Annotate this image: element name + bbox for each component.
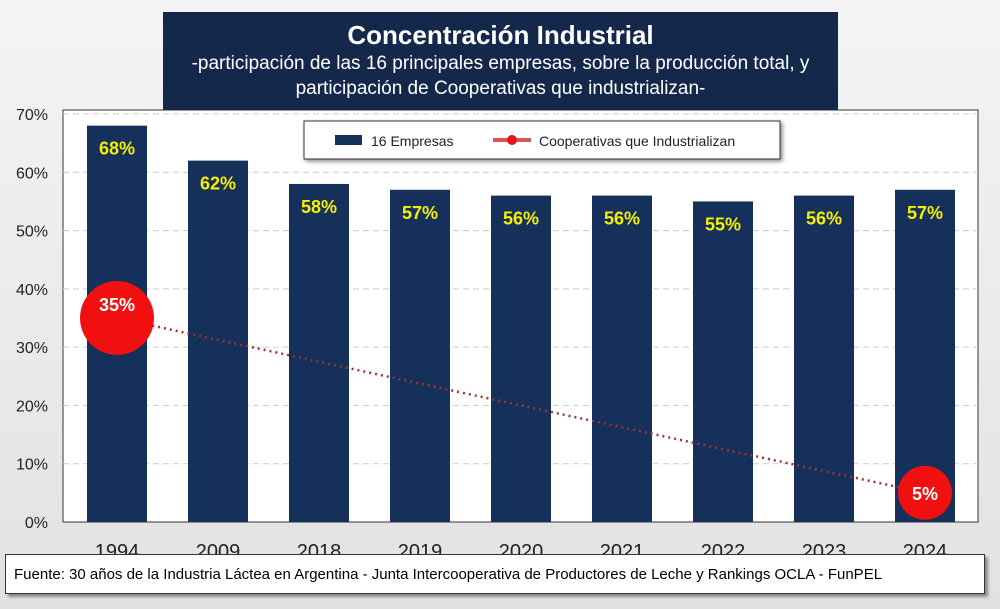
bar-2018 <box>289 183 349 522</box>
bar-label: 56% <box>503 209 539 229</box>
cooperativas-marker <box>898 465 952 520</box>
legend-label-empresas: 16 Empresas <box>371 133 453 149</box>
legend: 16 Empresas Cooperativas que Industriali… <box>303 120 781 160</box>
y-tick-label: 0% <box>25 515 48 532</box>
y-tick-label: 70% <box>16 107 48 124</box>
cooperativas-marker <box>80 281 154 355</box>
y-tick-label: 50% <box>16 224 48 241</box>
bar-label: 57% <box>907 203 943 223</box>
y-tick-label: 60% <box>16 165 48 182</box>
legend-bar-swatch <box>335 135 362 145</box>
bar-2009 <box>188 160 248 522</box>
chart-subtitle-1: -participación de las 16 principales emp… <box>191 53 810 74</box>
chart-title: Concentración Industrial <box>347 20 654 50</box>
bar-label: 58% <box>301 197 337 217</box>
cooperativas-label: 5% <box>912 484 938 504</box>
bar-2022 <box>693 201 753 522</box>
bar-label: 57% <box>402 203 438 223</box>
bar-2023 <box>794 195 854 522</box>
bar-2020 <box>491 195 551 522</box>
bar-2019 <box>390 189 450 522</box>
chart-subtitle-2: participación de Cooperativas que indust… <box>295 78 706 99</box>
source-note: Fuente: 30 años de la Industria Láctea e… <box>5 554 985 594</box>
bar-label: 62% <box>200 174 236 194</box>
legend-marker <box>507 135 517 145</box>
bar-label: 55% <box>705 214 741 234</box>
y-tick-label: 10% <box>16 457 48 474</box>
y-tick-label: 20% <box>16 398 48 415</box>
y-tick-label: 30% <box>16 340 48 357</box>
cooperativas-label: 35% <box>99 295 135 315</box>
bar-label: 56% <box>604 209 640 229</box>
bar-label: 56% <box>806 209 842 229</box>
bar-label: 68% <box>99 139 135 159</box>
legend-label-cooperativas: Cooperativas que Industrializan <box>539 133 735 149</box>
title-box: Concentración Industrial -participación … <box>163 12 838 110</box>
y-tick-label: 40% <box>16 282 48 299</box>
bar-2021 <box>592 195 652 522</box>
